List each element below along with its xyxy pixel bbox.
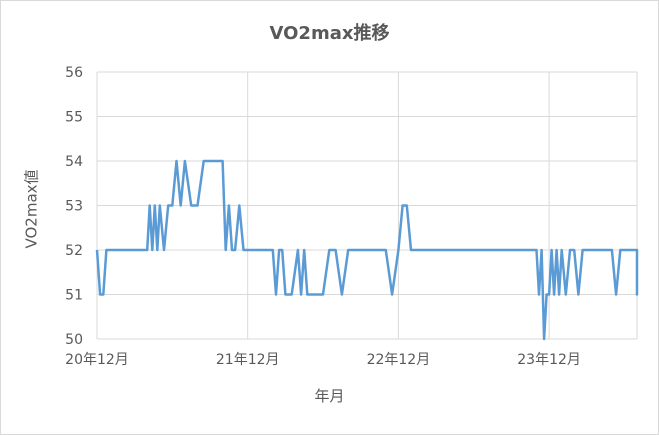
x-axis-title: 年月	[314, 387, 345, 405]
y-tick-labels: 50 51 52 53 54 55 56	[65, 65, 83, 348]
y-tick-label: 50	[65, 332, 83, 348]
vo2max-series-line	[95, 159, 639, 341]
chart-title: VO2max推移	[269, 23, 390, 44]
x-tick-label: 22年12月	[367, 352, 431, 368]
x-tick-labels: 20年12月 21年12月 22年12月 23年12月	[65, 352, 581, 368]
y-tick-label: 53	[65, 199, 83, 215]
x-tick-label: 23年12月	[517, 352, 581, 368]
y-tick-label: 51	[65, 288, 83, 304]
gridlines	[96, 71, 638, 340]
y-tick-label: 55	[65, 110, 83, 126]
y-tick-label: 52	[65, 243, 83, 259]
x-tick-label: 21年12月	[216, 352, 280, 368]
y-tick-label: 54	[65, 154, 83, 170]
y-tick-label: 56	[65, 65, 83, 81]
x-tick-label: 20年12月	[65, 352, 129, 368]
series-group	[95, 159, 639, 341]
